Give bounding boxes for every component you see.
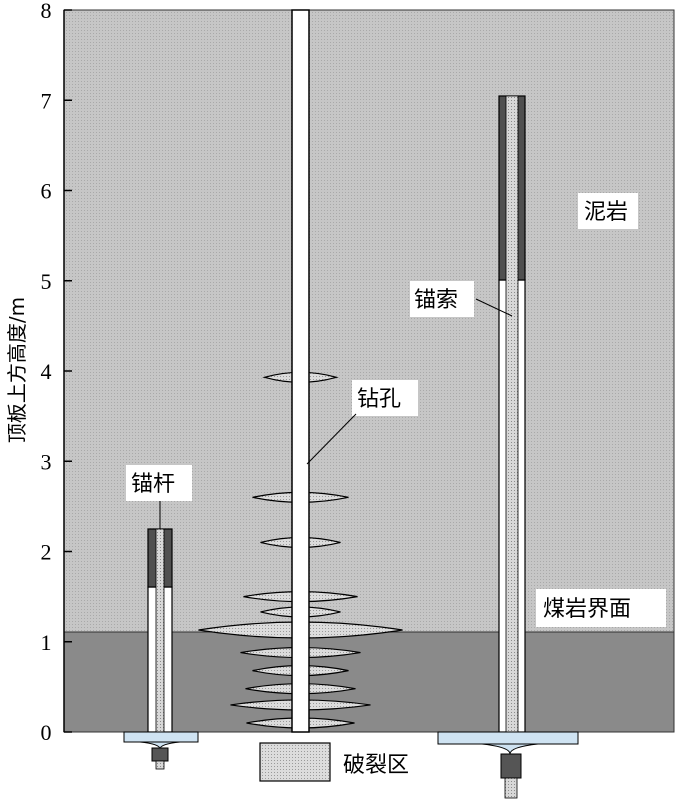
y-tick-label: 4 [41,359,52,384]
bolt-nut [151,747,169,762]
label-cable: 锚索 [414,288,458,313]
y-tick-label: 7 [41,88,52,113]
label-bg-bolt [126,465,192,501]
cable-tray [481,743,539,755]
y-tick-label: 2 [41,540,52,565]
y-axis-ticks: 0 1 2 3 4 5 6 7 8 [41,0,72,745]
label-bolt: 锚杆 [131,472,175,497]
cable-tail [504,777,518,799]
label-borehole: 钻孔 [357,387,401,412]
label-bg-cable [410,281,474,317]
label-interface: 煤岩界面 [543,597,631,622]
label-bg-borehole [352,380,418,416]
mudstone-layer [64,10,674,632]
leader-borehole [306,413,357,465]
legend-label-fracture: 破裂区 [343,753,409,778]
y-tick-label: 3 [41,449,52,474]
cable [437,95,579,799]
y-axis-title: 顶板上方高度/m [5,297,29,443]
y-tick-label: 5 [41,269,52,294]
y-tick-label: 1 [41,630,52,655]
bolt-rod [155,528,165,733]
borehole [291,9,310,733]
cable-plate [437,731,579,745]
label-bg-interface [536,589,666,627]
legend-swatch-fracture [259,742,331,782]
label-mudstone: 泥岩 [584,200,628,225]
bolt-tail [155,760,165,770]
bolt [123,528,199,770]
y-tick-label: 0 [41,720,52,745]
y-tick-label: 8 [41,0,52,23]
bolt-plate [123,731,199,743]
cable-lock [500,753,522,779]
y-tick-label: 6 [41,179,52,204]
fracture-zones [198,371,403,729]
cable-strand [505,95,519,733]
leader-cable [475,298,513,317]
label-bg-mudstone [578,193,638,229]
